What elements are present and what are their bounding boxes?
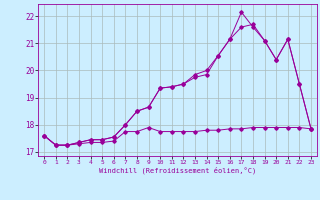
X-axis label: Windchill (Refroidissement éolien,°C): Windchill (Refroidissement éolien,°C): [99, 167, 256, 174]
